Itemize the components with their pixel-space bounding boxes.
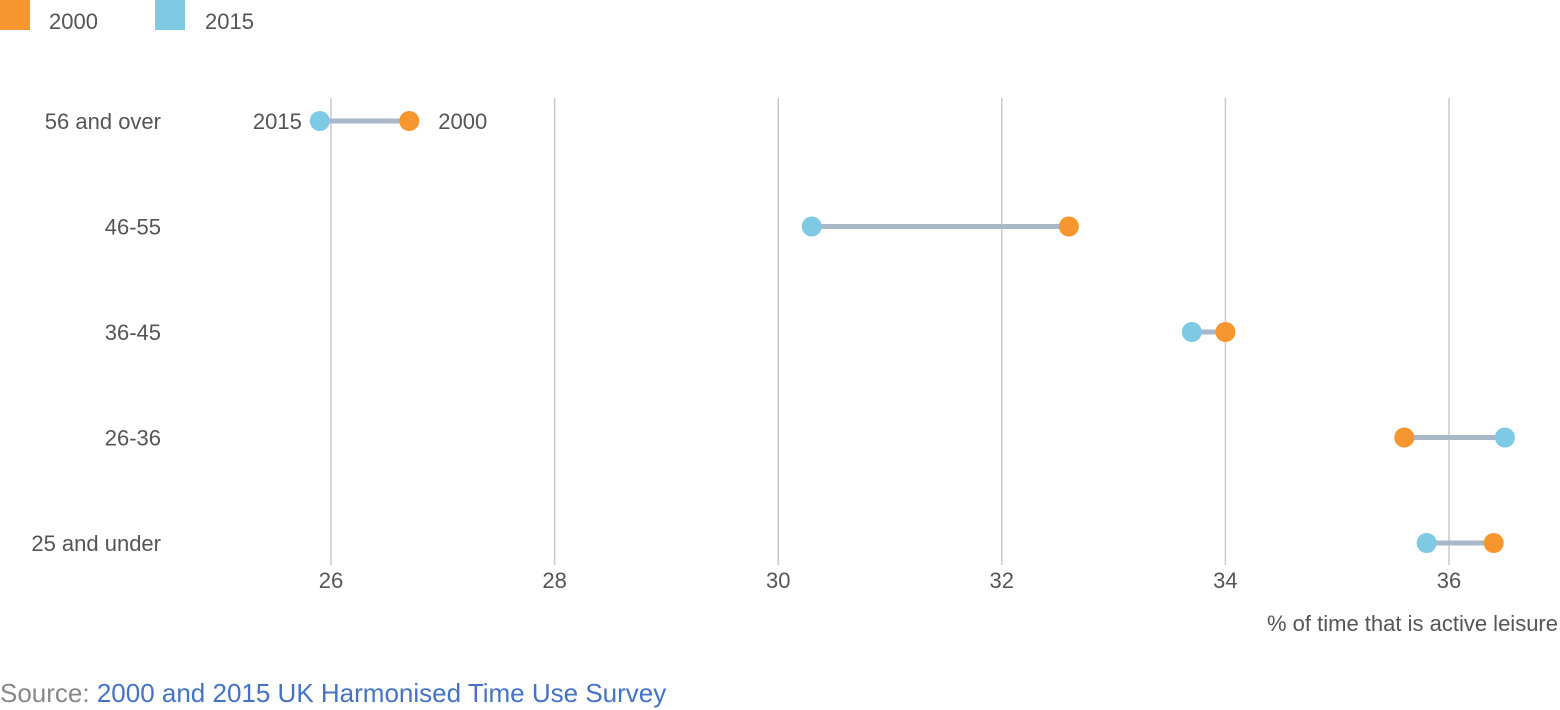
point-2000-25-and-under[interactable]: [1483, 533, 1504, 553]
x-axis-title: % of time that is active leisure: [1267, 611, 1558, 636]
category-label-36-45: 36-45: [105, 320, 161, 345]
gridlines: [330, 98, 1450, 565]
x-tick-label-28: 28: [542, 568, 566, 593]
category-label-46-55: 46-55: [105, 215, 161, 240]
point-2015-46-55[interactable]: [801, 216, 822, 237]
point-2000-26-36[interactable]: [1394, 427, 1415, 448]
dumbbell-connectors: [319, 118, 1505, 546]
point-2015-25-and-under[interactable]: [1416, 533, 1437, 553]
point-2015-26-36[interactable]: [1494, 427, 1515, 448]
y-axis-category-labels: 56 and over 46-55 36-45 26-36 25 and under: [31, 109, 161, 556]
legend-label-2000: 2000: [49, 9, 98, 34]
point-annotation-2015: 2015: [253, 109, 302, 134]
x-axis-tick-labels: 26 28 30 32 34 36: [319, 568, 1461, 593]
x-tick-label-36: 36: [1437, 568, 1461, 593]
legend-swatch-2015: [155, 0, 185, 30]
source-note: Source: 2000 and 2015 UK Harmonised Time…: [0, 678, 666, 709]
source-link[interactable]: 2000 and 2015 UK Harmonised Time Use Sur…: [96, 678, 667, 708]
x-tick-label-32: 32: [990, 568, 1014, 593]
x-tick-label-30: 30: [766, 568, 790, 593]
point-2000-56-and-over[interactable]: [399, 111, 420, 131]
category-label-26-36: 26-36: [105, 426, 161, 451]
source-prefix: Source:: [0, 678, 97, 708]
point-2000-46-55[interactable]: [1058, 216, 1079, 237]
dumbbell-chart: 26 28 30 32 34 36 56 and over 46-55 36-45 26-36 2…: [31, 98, 1558, 636]
x-tick-label-34: 34: [1213, 568, 1237, 593]
point-2000-36-45[interactable]: [1215, 322, 1236, 342]
point-annotation-2000: 2000: [438, 109, 487, 134]
point-2015-56-and-over[interactable]: [309, 111, 330, 131]
data-points: [309, 111, 1515, 553]
x-tick-label-26: 26: [319, 568, 343, 593]
legend-swatch-2000: [0, 0, 30, 30]
point-annotations: 2015 2000: [253, 109, 487, 134]
category-label-25-and-under: 25 and under: [31, 531, 161, 556]
category-label-56-and-over: 56 and over: [45, 109, 161, 134]
point-2015-36-45[interactable]: [1181, 322, 1202, 342]
legend-label-2015: 2015: [205, 9, 254, 34]
